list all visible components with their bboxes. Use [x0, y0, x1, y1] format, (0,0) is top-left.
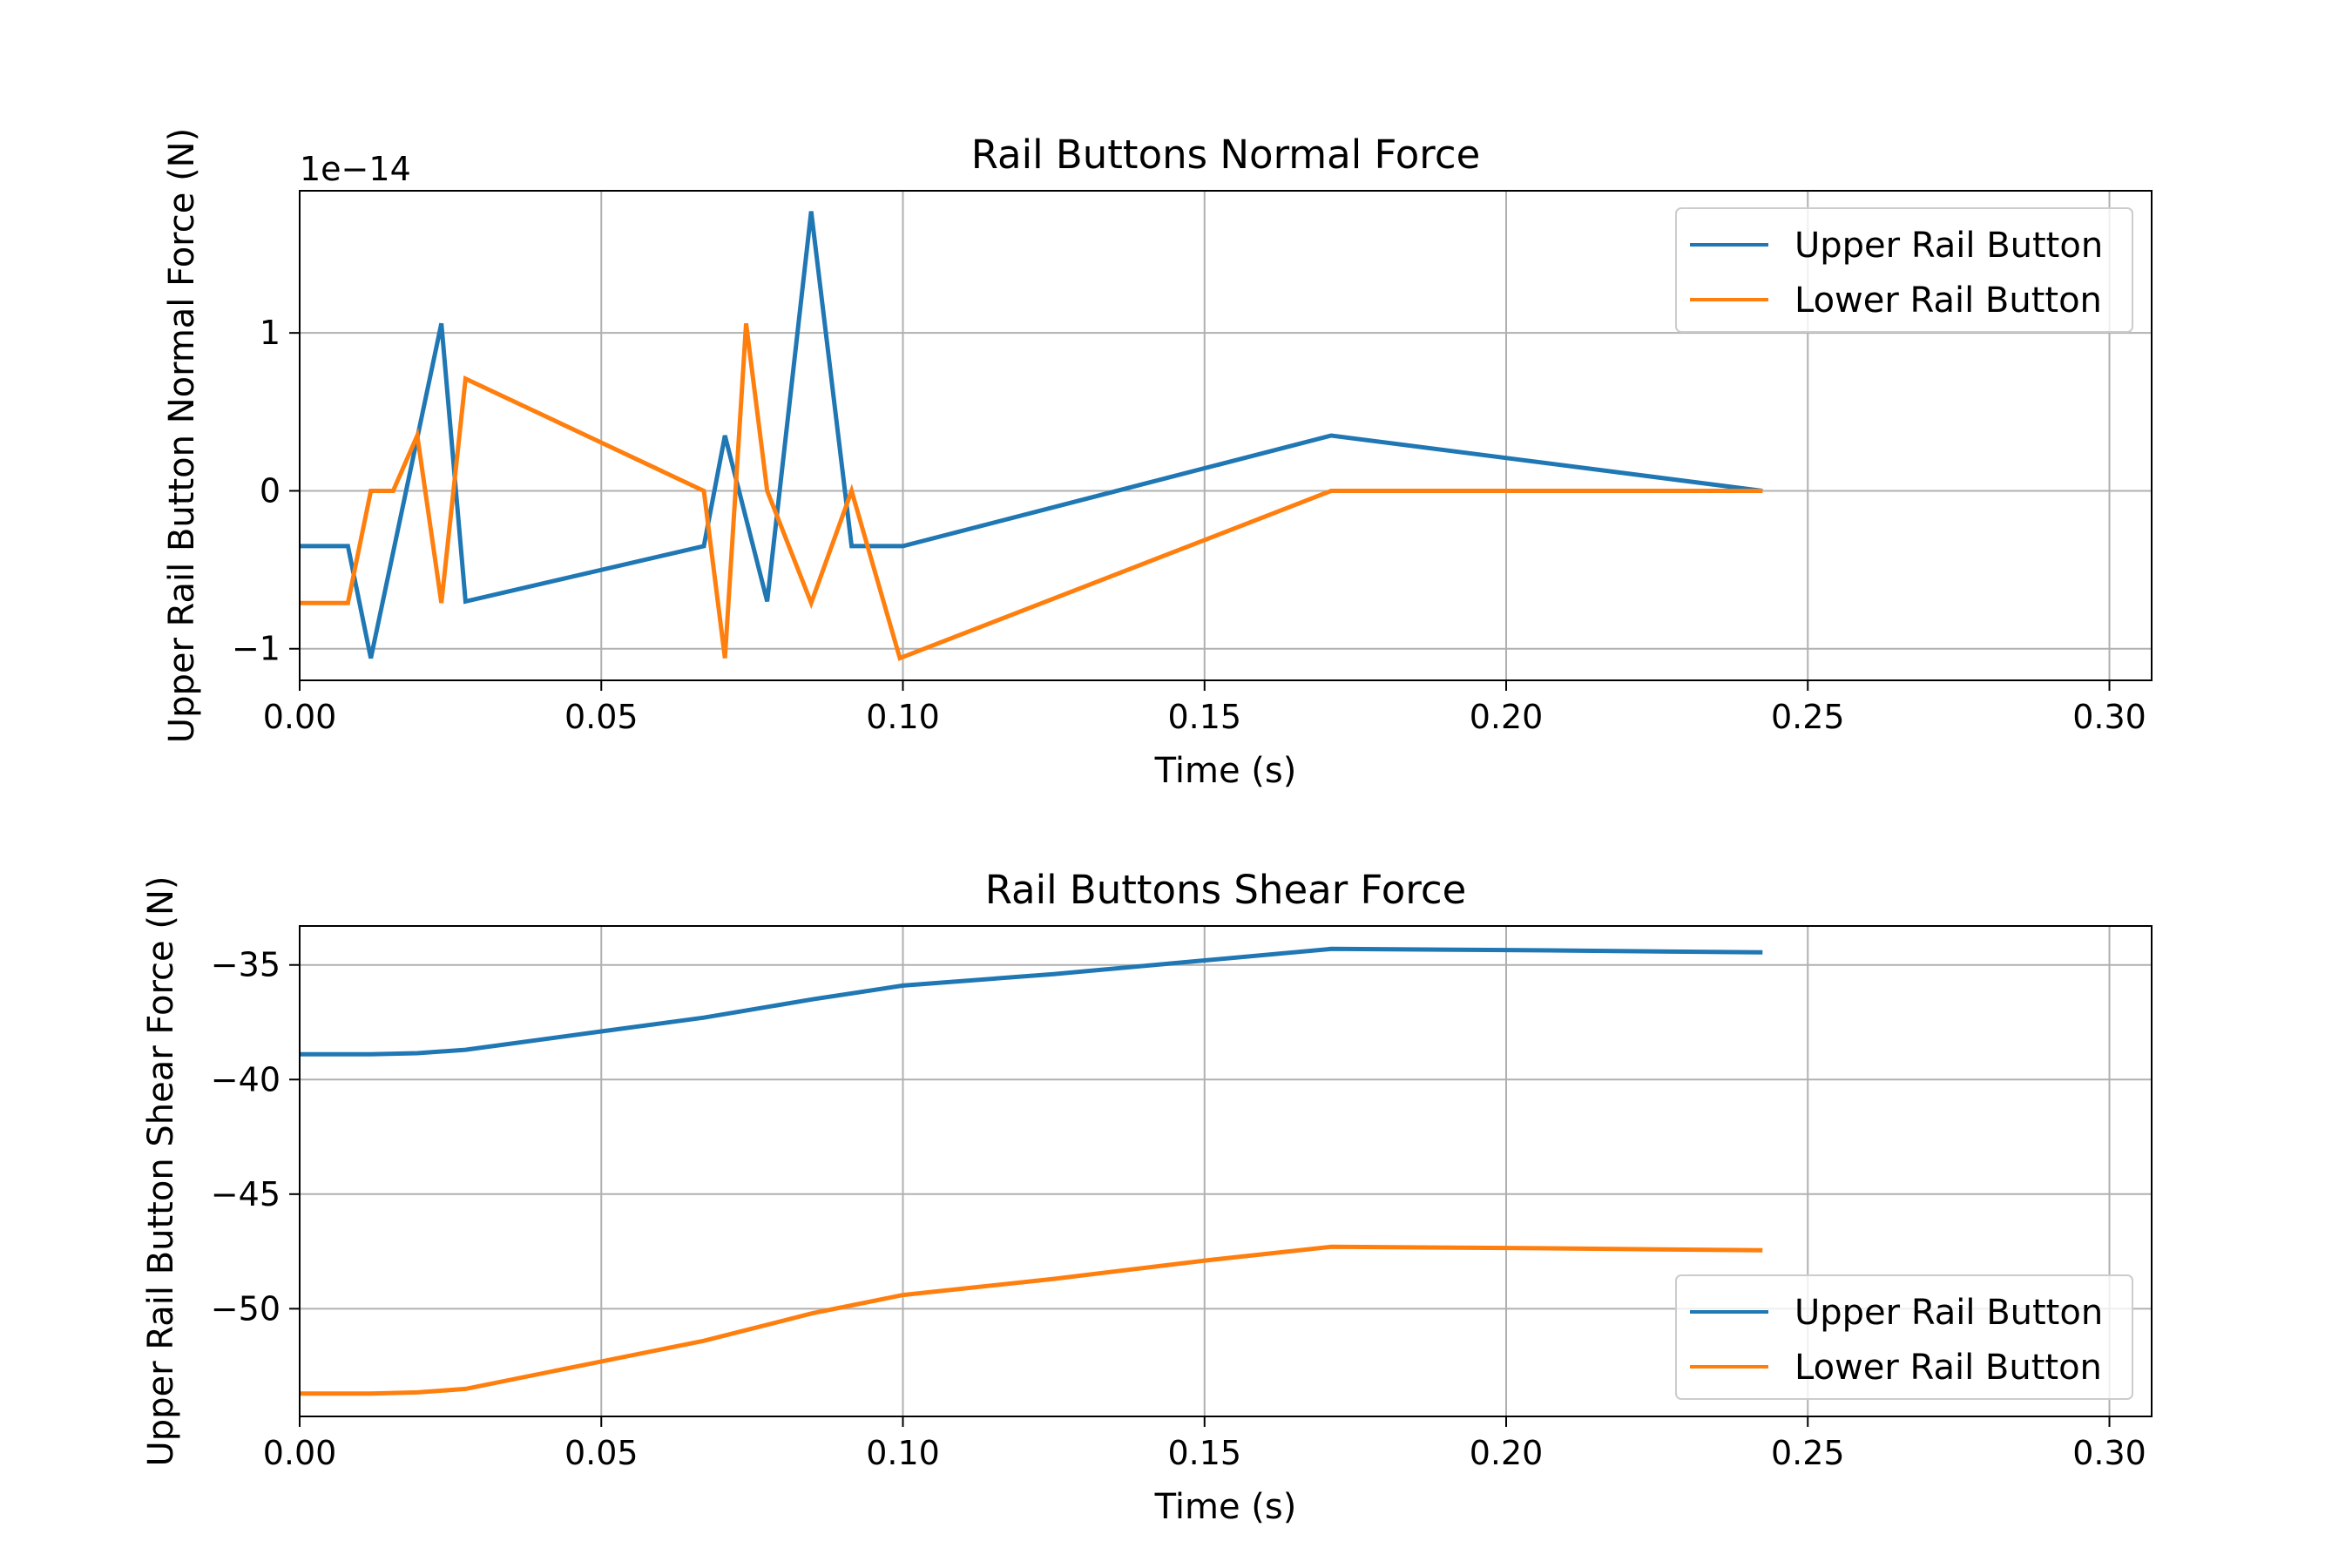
x-tick-label: 0.10 — [866, 698, 940, 736]
shear-force-title: Rail Buttons Shear Force — [985, 867, 1467, 913]
shear-force-gridlines — [299, 926, 2152, 1416]
x-tick-label: 0.30 — [2072, 698, 2146, 736]
x-tick-label: 0.15 — [1167, 698, 1241, 736]
x-tick-label: 0.20 — [1470, 698, 1544, 736]
x-tick-label: 0.05 — [564, 1434, 639, 1472]
normal-force-legend: Upper Rail Button Lower Rail Button — [1675, 207, 2133, 333]
y-tick-label: −45 — [211, 1175, 280, 1213]
y-tick-label: −40 — [211, 1060, 280, 1098]
y-tick-label: 1 — [260, 314, 280, 352]
legend-label-lower-rail-button: Lower Rail Button — [1794, 280, 2102, 321]
normal-force-legend-box — [1675, 207, 2133, 333]
y-tick-label: −50 — [211, 1289, 280, 1328]
shear-force-legend: Upper Rail Button Lower Rail Button — [1675, 1274, 2133, 1400]
y-tick-label: 0 — [260, 471, 280, 510]
series-line-lower-rail-button — [300, 322, 1763, 661]
shear-force-x-ticks: 0.00 0.05 0.10 0.15 0.20 0.25 0.30 — [263, 1416, 2146, 1472]
shear-force-x-axis-label: Time (s) — [1154, 1487, 1297, 1527]
normal-force-x-ticks: 0.00 0.05 0.10 0.15 0.20 0.25 0.30 — [263, 680, 2146, 736]
shear-force-series-lines — [300, 946, 1763, 1396]
legend-label-upper-rail-button: Upper Rail Button — [1794, 226, 2103, 266]
shear-force-chart: 0.00 0.05 0.10 0.15 0.20 0.25 0.30 −35 −40 −45 −5… — [141, 867, 2153, 1527]
x-tick-label: 0.15 — [1167, 1434, 1241, 1472]
x-tick-label: 0.10 — [866, 1434, 940, 1472]
normal-force-y-ticks: −1 0 1 — [232, 314, 300, 668]
normal-force-y-axis-label: Upper Rail Button Normal Force (N) — [162, 128, 202, 743]
series-line-upper-rail-button — [300, 211, 1763, 659]
shear-force-legend-box — [1675, 1274, 2133, 1400]
series-line-upper-rail-button — [300, 946, 1763, 1057]
series-line-lower-rail-button — [300, 1244, 1763, 1396]
x-tick-label: 0.20 — [1470, 1434, 1544, 1472]
x-tick-label: 0.00 — [263, 698, 337, 736]
normal-force-title: Rail Buttons Normal Force — [971, 132, 1481, 178]
shear-force-y-axis-label: Upper Rail Button Shear Force (N) — [141, 876, 181, 1467]
x-tick-label: 0.05 — [564, 698, 639, 736]
shear-force-y-ticks: −35 −40 −45 −50 — [211, 946, 300, 1328]
normal-force-offset-label: 1e−14 — [300, 150, 411, 188]
normal-force-x-axis-label: Time (s) — [1154, 751, 1297, 791]
x-tick-label: 0.30 — [2072, 1434, 2146, 1472]
x-tick-label: 0.25 — [1771, 698, 1845, 736]
normal-force-plot-frame — [299, 190, 2153, 681]
normal-force-series-lines — [300, 211, 1763, 661]
shear-force-plot-frame — [299, 925, 2153, 1417]
normal-force-chart: 0.00 0.05 0.10 0.15 0.20 0.25 0.30 −1 0 1 Rail B… — [162, 128, 2153, 791]
y-tick-label: −1 — [232, 630, 280, 668]
legend-label-lower-rail-button: Lower Rail Button — [1794, 1348, 2102, 1388]
x-tick-label: 0.25 — [1771, 1434, 1845, 1472]
x-tick-label: 0.00 — [263, 1434, 337, 1472]
legend-label-upper-rail-button: Upper Rail Button — [1794, 1293, 2103, 1333]
y-tick-label: −35 — [211, 946, 280, 984]
